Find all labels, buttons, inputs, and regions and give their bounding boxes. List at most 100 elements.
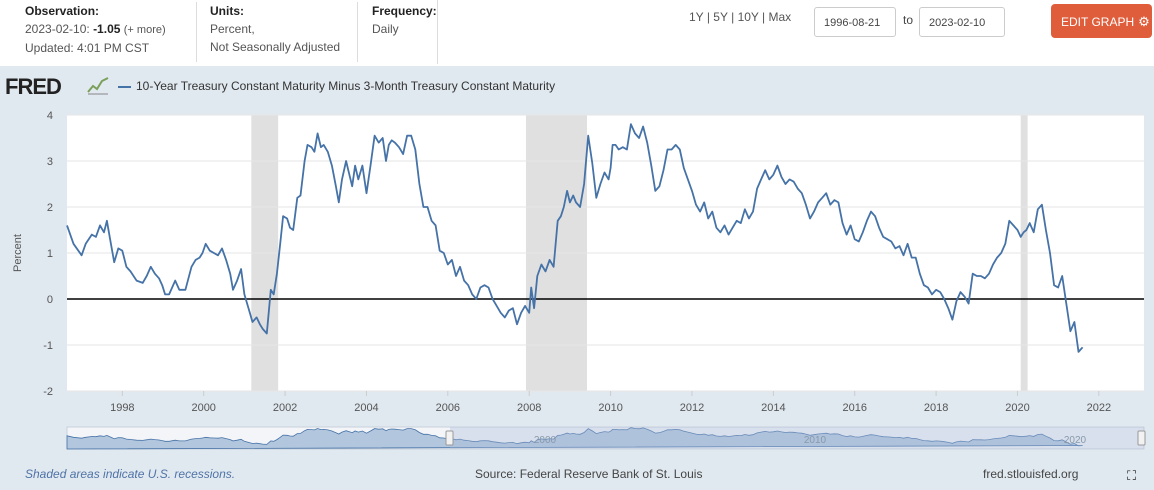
data-point — [458, 264, 463, 269]
data-point — [268, 287, 273, 292]
data-point — [376, 140, 381, 145]
data-point — [946, 306, 951, 311]
data-point — [380, 136, 385, 141]
data-point — [401, 152, 406, 157]
data-point — [718, 230, 723, 235]
data-point — [353, 163, 358, 168]
range-max[interactable]: Max — [768, 10, 792, 24]
data-point — [681, 165, 686, 170]
navigator-handle-left[interactable] — [445, 430, 454, 446]
start-date-input[interactable]: 1996-08-21 — [814, 7, 896, 37]
data-point — [547, 257, 552, 262]
data-point — [264, 331, 269, 336]
y-tick-label: 3 — [47, 156, 53, 168]
data-point — [1011, 223, 1016, 228]
data-point — [470, 292, 475, 297]
data-point — [336, 200, 341, 205]
data-point — [807, 216, 812, 221]
data-point — [669, 147, 674, 152]
data-point — [315, 131, 320, 136]
data-point — [799, 191, 804, 196]
x-tick-label: 2020 — [1005, 402, 1029, 414]
data-point — [594, 195, 599, 200]
x-tick-label: 2014 — [761, 402, 785, 414]
data-point — [197, 255, 202, 260]
data-point — [167, 292, 172, 297]
x-tick-label: 2008 — [517, 402, 541, 414]
data-point — [65, 223, 70, 228]
data-point — [312, 149, 317, 154]
gear-icon: ⚙ — [1138, 14, 1150, 29]
data-point — [224, 257, 229, 262]
data-point — [220, 246, 225, 251]
data-point — [913, 255, 918, 260]
source-text: Source: Federal Reserve Bank of St. Loui… — [475, 467, 703, 481]
data-point — [578, 205, 583, 210]
data-point — [722, 223, 727, 228]
x-tick-label: 2012 — [680, 402, 704, 414]
x-tick-label: 2004 — [354, 402, 378, 414]
data-point — [657, 184, 662, 189]
data-point — [1076, 349, 1081, 354]
data-point — [128, 269, 133, 274]
end-date-input[interactable]: 2023-02-10 — [919, 7, 1005, 37]
data-point — [1018, 234, 1023, 239]
data-point — [702, 200, 707, 205]
data-point — [606, 177, 611, 182]
top-bar: Observation: 2023-02-10: -1.05 (+ more) … — [0, 0, 1154, 66]
data-point — [860, 230, 865, 235]
data-point — [901, 253, 906, 258]
data-point — [160, 283, 165, 288]
range-1y[interactable]: 1Y — [689, 10, 704, 24]
frequency-panel: Frequency: Daily — [357, 2, 452, 62]
data-point — [203, 241, 208, 246]
data-point — [938, 290, 943, 295]
data-point — [510, 306, 515, 311]
data-point — [755, 186, 760, 191]
range-5y[interactable]: 5Y — [713, 10, 728, 24]
more-observations-link[interactable]: (+ more) — [123, 24, 166, 36]
data-point — [340, 177, 345, 182]
data-point — [991, 262, 996, 267]
data-point — [260, 326, 265, 331]
data-point — [645, 140, 650, 145]
range-sep: | — [706, 10, 710, 24]
navigator-label: 2000 — [534, 435, 557, 446]
navigator-handle-right[interactable] — [1137, 430, 1146, 446]
updated-time: Updated: 4:01 PM CST — [25, 41, 150, 55]
data-point — [710, 209, 715, 214]
data-point — [738, 221, 743, 226]
data-point — [1048, 251, 1053, 256]
data-point — [271, 292, 276, 297]
x-tick-label: 2016 — [842, 402, 866, 414]
data-point — [453, 274, 458, 279]
data-point — [567, 200, 572, 205]
data-point — [466, 283, 471, 288]
data-point — [347, 172, 352, 177]
data-point — [543, 269, 548, 274]
x-tick-label: 2002 — [273, 402, 297, 414]
data-point — [1024, 228, 1029, 233]
chart-legend[interactable]: 10-Year Treasury Constant Maturity Minus… — [118, 79, 555, 93]
data-point — [791, 179, 796, 184]
data-point — [494, 303, 499, 308]
site-url[interactable]: fred.stlouisfed.org — [983, 467, 1079, 481]
range-10y[interactable]: 10Y — [737, 10, 759, 24]
data-point — [1068, 329, 1073, 334]
data-point — [950, 317, 955, 322]
data-point — [582, 182, 587, 187]
data-point — [673, 142, 678, 147]
range-selector: 1Y | 5Y | 10Y | Max — [689, 10, 791, 24]
data-point — [356, 177, 361, 182]
data-point — [360, 163, 365, 168]
data-point — [653, 188, 658, 193]
units-line2: Not Seasonally Adjusted — [210, 40, 341, 54]
fullscreen-icon[interactable]: ⛶ — [1127, 468, 1137, 483]
data-point — [877, 225, 882, 230]
x-tick-label: 2018 — [924, 402, 948, 414]
data-point — [449, 257, 454, 262]
data-point — [392, 140, 397, 145]
edit-graph-button[interactable]: EDIT GRAPH ⚙ — [1051, 4, 1152, 38]
data-point — [102, 230, 107, 235]
data-point — [864, 218, 869, 223]
